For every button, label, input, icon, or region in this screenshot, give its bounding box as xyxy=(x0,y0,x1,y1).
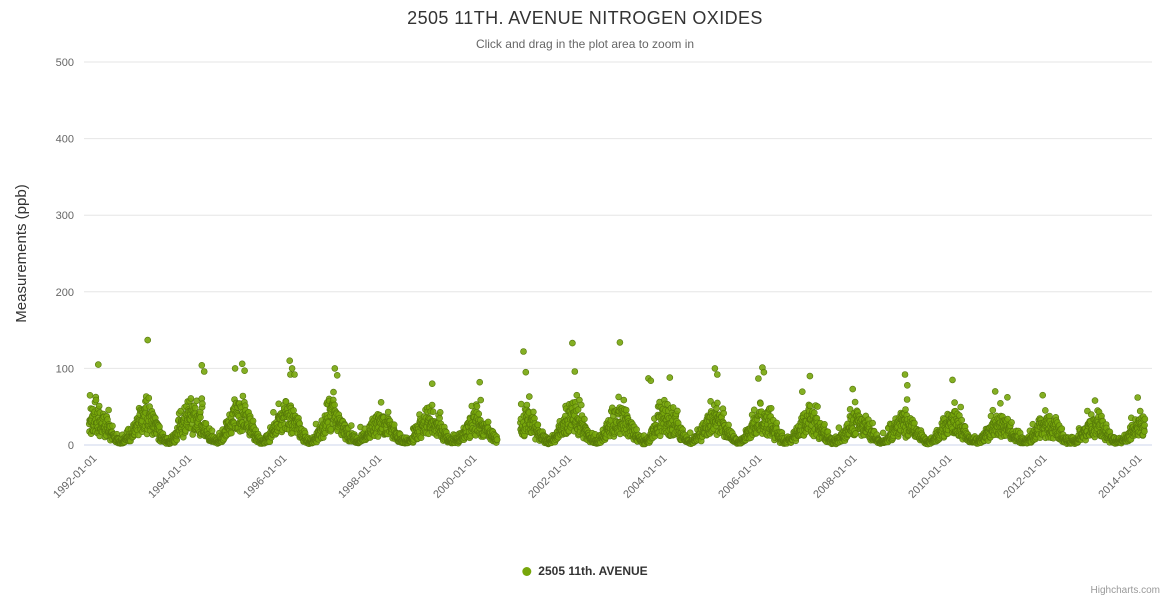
svg-text:2004-01-01: 2004-01-01 xyxy=(621,453,669,501)
scatter-series xyxy=(85,336,1149,448)
chart-title: 2505 11TH. AVENUE NITROGEN OXIDES xyxy=(407,8,763,28)
svg-text:2000-01-01: 2000-01-01 xyxy=(431,453,479,501)
y-axis-title: Measurements (ppb) xyxy=(13,184,30,322)
legend-item[interactable]: 2505 11th. AVENUE xyxy=(522,564,648,578)
svg-text:2008-01-01: 2008-01-01 xyxy=(811,453,859,501)
y-gridlines xyxy=(84,61,1152,446)
svg-text:100: 100 xyxy=(56,363,74,375)
y-axis-labels: 0 100 200 300 400 500 xyxy=(56,57,74,452)
svg-text:1998-01-01: 1998-01-01 xyxy=(336,453,384,501)
svg-text:2012-01-01: 2012-01-01 xyxy=(1001,453,1049,501)
legend-marker-icon xyxy=(522,566,532,576)
svg-text:2002-01-01: 2002-01-01 xyxy=(526,453,574,501)
svg-text:500: 500 xyxy=(56,57,74,69)
svg-text:1996-01-01: 1996-01-01 xyxy=(241,453,289,501)
svg-text:2014-01-01: 2014-01-01 xyxy=(1096,453,1144,501)
svg-text:0: 0 xyxy=(68,440,74,452)
legend-label: 2505 11th. AVENUE xyxy=(538,564,648,578)
chart-subtitle: Click and drag in the plot area to zoom … xyxy=(475,37,695,51)
svg-text:200: 200 xyxy=(56,287,74,299)
x-axis-labels: 1992-01-01 1994-01-01 1996-01-01 1998-01-01… xyxy=(51,453,1144,501)
svg-text:1994-01-01: 1994-01-01 xyxy=(146,453,194,501)
svg-text:400: 400 xyxy=(56,134,74,146)
highcharts-credits[interactable]: Highcharts.com xyxy=(1090,585,1160,596)
svg-text:300: 300 xyxy=(56,210,74,222)
svg-text:2006-01-01: 2006-01-01 xyxy=(716,453,764,501)
svg-text:1992-01-01: 1992-01-01 xyxy=(51,453,99,501)
svg-text:2010-01-01: 2010-01-01 xyxy=(906,453,954,501)
